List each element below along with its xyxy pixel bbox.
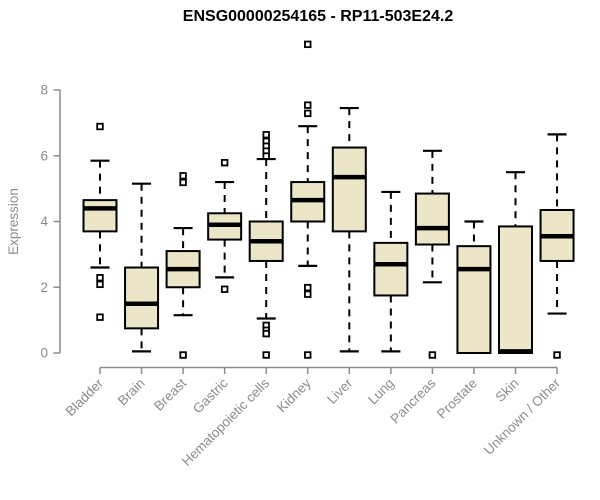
outlier-point bbox=[262, 131, 270, 139]
iqr-box bbox=[124, 266, 160, 330]
boxplot-bladder bbox=[82, 122, 118, 321]
iqr-box bbox=[498, 225, 533, 354]
outlier-point bbox=[304, 109, 312, 118]
boxplot-gastric bbox=[207, 158, 243, 293]
outlier-point bbox=[428, 351, 437, 359]
x-tick-label: Lung bbox=[365, 376, 397, 408]
outlier-point bbox=[304, 283, 312, 292]
boxplot-prostate bbox=[456, 220, 492, 354]
boxplot-hematopoietic-cells bbox=[248, 131, 284, 359]
outlier-point bbox=[179, 178, 187, 187]
x-tick-label: Prostate bbox=[434, 376, 480, 422]
boxplot-kidney bbox=[290, 40, 326, 359]
outlier-point bbox=[262, 152, 270, 160]
y-tick-label: 8 bbox=[40, 83, 48, 98]
x-tick-label: Brain bbox=[115, 376, 148, 409]
outlier-point bbox=[96, 313, 104, 321]
outlier-point bbox=[220, 158, 229, 167]
iqr-box bbox=[331, 146, 367, 233]
boxplot-pancreas bbox=[414, 149, 450, 359]
outlier-point bbox=[96, 280, 104, 289]
iqr-box bbox=[414, 192, 450, 246]
outlier-point bbox=[304, 351, 312, 359]
y-tick-label: 0 bbox=[40, 346, 48, 361]
boxplot-liver bbox=[331, 106, 367, 353]
outlier-point bbox=[304, 40, 312, 49]
iqr-box bbox=[456, 245, 492, 354]
x-tick-label: Pancreas bbox=[388, 375, 439, 426]
boxplot-skin bbox=[498, 171, 533, 354]
chart-title: ENSG00000254165 - RP11-503E24.2 bbox=[182, 8, 454, 25]
boxplot-lung bbox=[373, 190, 409, 353]
boxplot-unknown-other bbox=[539, 133, 575, 359]
outlier-point bbox=[304, 290, 312, 298]
outlier-point bbox=[179, 172, 187, 180]
outlier-point bbox=[220, 285, 229, 293]
outlier-point bbox=[262, 351, 270, 359]
x-tick-label: Liver bbox=[324, 375, 356, 407]
y-tick-label: 6 bbox=[40, 148, 48, 163]
y-tick-label: 4 bbox=[40, 214, 48, 229]
x-tick-label: Breast bbox=[151, 375, 189, 413]
iqr-box bbox=[82, 199, 118, 233]
outlier-point bbox=[553, 351, 561, 359]
boxplot-breast bbox=[165, 172, 201, 359]
x-tick-label: Gastric bbox=[190, 375, 231, 416]
boxplot-brain bbox=[124, 182, 160, 353]
y-axis-title: Expression bbox=[6, 188, 21, 255]
iqr-box bbox=[373, 241, 409, 297]
outlier-point bbox=[262, 329, 270, 338]
outlier-point bbox=[304, 101, 312, 109]
outlier-point bbox=[96, 122, 104, 131]
x-tick-label: Skin bbox=[492, 376, 521, 405]
x-tick-label: Kidney bbox=[274, 375, 314, 415]
outlier-point bbox=[179, 351, 187, 359]
y-tick-label: 2 bbox=[40, 280, 48, 295]
outlier-point bbox=[96, 274, 104, 282]
x-tick-label: Unknown / Other bbox=[481, 375, 564, 458]
x-tick-label: Bladder bbox=[63, 375, 107, 419]
